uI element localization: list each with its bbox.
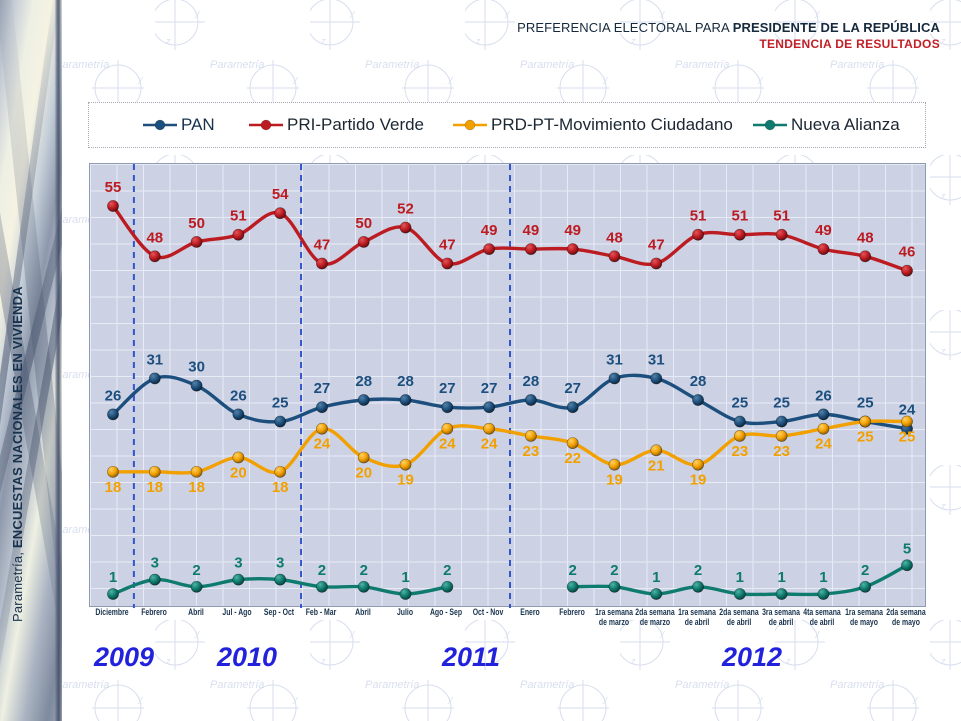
svg-text:2: 2 [443, 562, 451, 579]
svg-text:23: 23 [773, 443, 790, 460]
svg-text:24: 24 [815, 436, 832, 453]
svg-text:46: 46 [899, 244, 916, 261]
svg-text:31: 31 [606, 351, 623, 368]
svg-text:20: 20 [230, 464, 247, 481]
svg-text:27: 27 [481, 380, 498, 397]
svg-text:48: 48 [146, 229, 163, 246]
svg-text:23: 23 [523, 443, 540, 460]
svg-text:47: 47 [314, 236, 331, 253]
svg-text:47: 47 [439, 236, 456, 253]
svg-text:1: 1 [652, 569, 660, 586]
svg-text:23: 23 [731, 443, 748, 460]
svg-text:2: 2 [694, 562, 702, 579]
svg-text:22: 22 [564, 450, 581, 467]
svg-text:1: 1 [736, 569, 744, 586]
svg-text:24: 24 [439, 436, 456, 453]
svg-text:1: 1 [819, 569, 827, 586]
svg-text:25: 25 [773, 395, 790, 412]
svg-text:28: 28 [523, 373, 540, 390]
svg-text:28: 28 [355, 373, 372, 390]
svg-text:19: 19 [606, 472, 623, 489]
svg-text:51: 51 [230, 208, 247, 225]
svg-text:26: 26 [815, 387, 832, 404]
svg-text:26: 26 [105, 387, 122, 404]
svg-text:28: 28 [690, 373, 707, 390]
svg-text:54: 54 [272, 186, 289, 203]
svg-text:30: 30 [188, 359, 205, 376]
svg-text:20: 20 [355, 464, 372, 481]
svg-text:18: 18 [146, 479, 163, 496]
svg-text:51: 51 [690, 208, 707, 225]
svg-text:27: 27 [314, 380, 331, 397]
svg-text:3: 3 [234, 555, 242, 572]
svg-text:24: 24 [481, 436, 498, 453]
svg-text:55: 55 [105, 179, 122, 196]
svg-text:49: 49 [815, 222, 832, 239]
svg-text:21: 21 [648, 457, 665, 474]
svg-text:5: 5 [903, 540, 911, 557]
svg-text:3: 3 [151, 555, 159, 572]
svg-text:24: 24 [314, 436, 331, 453]
svg-text:25: 25 [272, 395, 289, 412]
svg-text:2: 2 [610, 562, 618, 579]
svg-text:1: 1 [109, 569, 117, 586]
svg-text:3: 3 [276, 555, 284, 572]
svg-text:48: 48 [606, 229, 623, 246]
svg-text:27: 27 [439, 380, 456, 397]
svg-text:52: 52 [397, 201, 414, 218]
svg-text:25: 25 [857, 395, 874, 412]
svg-text:18: 18 [105, 479, 122, 496]
svg-text:51: 51 [731, 208, 748, 225]
svg-text:1: 1 [401, 569, 409, 586]
svg-text:24: 24 [899, 402, 916, 419]
svg-text:47: 47 [648, 236, 665, 253]
svg-text:49: 49 [523, 222, 540, 239]
svg-text:25: 25 [899, 429, 916, 446]
svg-text:50: 50 [355, 215, 372, 232]
svg-text:27: 27 [564, 380, 581, 397]
svg-text:25: 25 [731, 395, 748, 412]
svg-text:1: 1 [777, 569, 785, 586]
svg-text:49: 49 [564, 222, 581, 239]
svg-text:49: 49 [481, 222, 498, 239]
svg-text:2: 2 [569, 562, 577, 579]
svg-text:2: 2 [318, 562, 326, 579]
svg-text:2: 2 [192, 562, 200, 579]
svg-text:51: 51 [773, 208, 790, 225]
svg-text:19: 19 [397, 472, 414, 489]
svg-text:31: 31 [146, 351, 163, 368]
svg-text:28: 28 [397, 373, 414, 390]
svg-text:2: 2 [861, 562, 869, 579]
svg-text:18: 18 [188, 479, 205, 496]
svg-text:50: 50 [188, 215, 205, 232]
svg-text:48: 48 [857, 229, 874, 246]
svg-text:26: 26 [230, 387, 247, 404]
svg-text:19: 19 [690, 472, 707, 489]
svg-text:25: 25 [857, 429, 874, 446]
svg-text:31: 31 [648, 351, 665, 368]
svg-text:2: 2 [360, 562, 368, 579]
svg-text:18: 18 [272, 479, 289, 496]
